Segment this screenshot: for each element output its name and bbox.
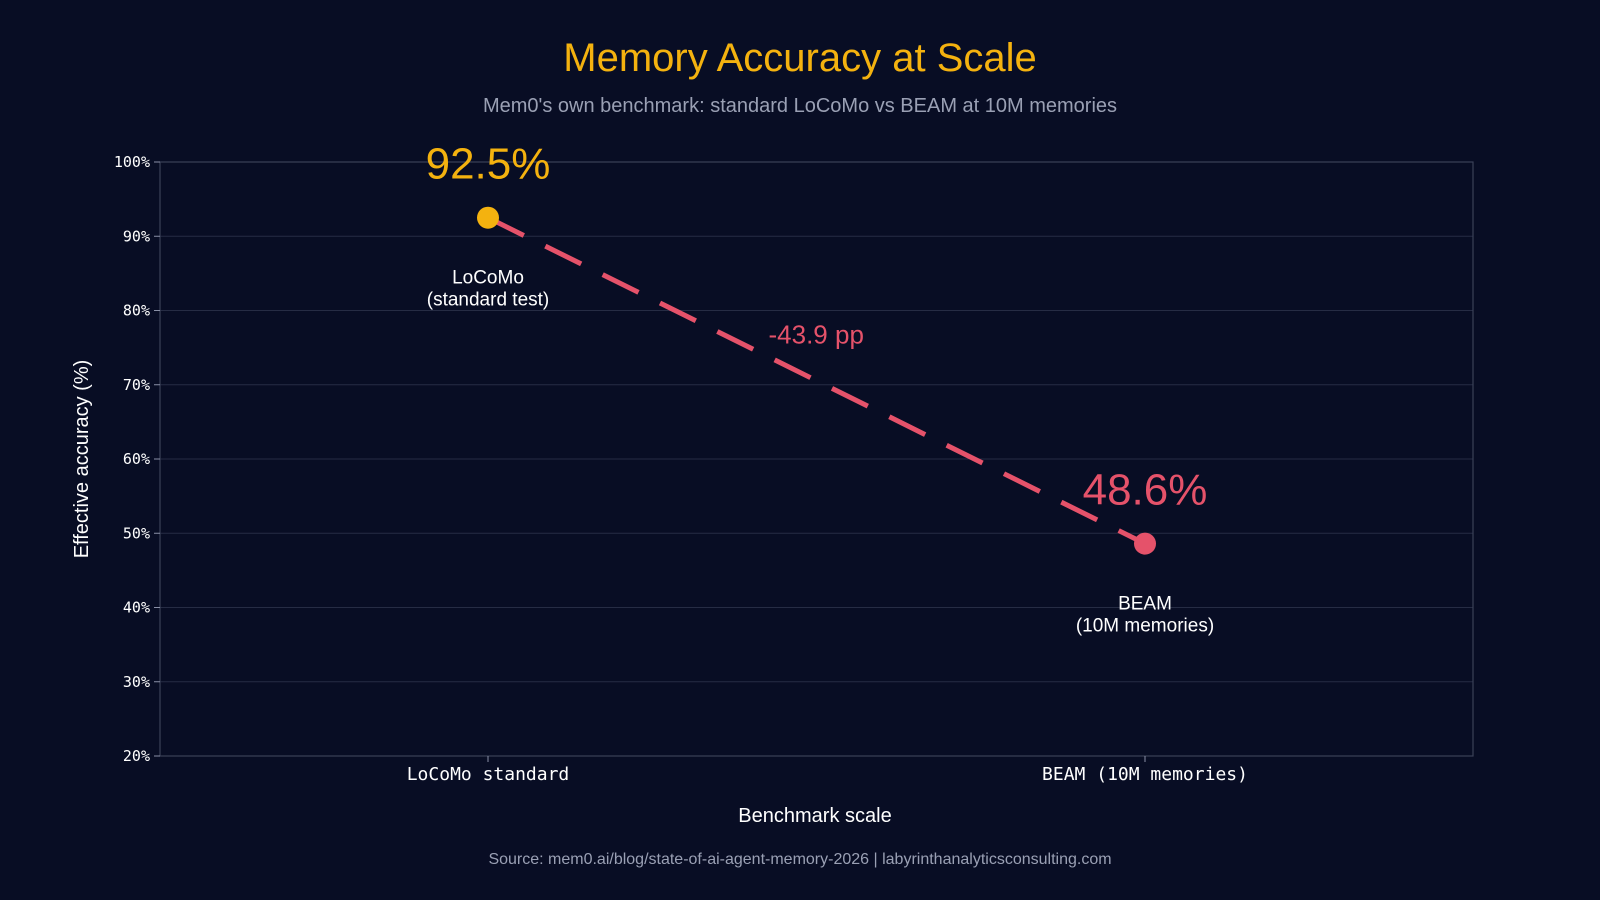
y-tick-label: 60%: [123, 450, 150, 468]
grid-lines: [160, 161, 1473, 757]
y-tick-label: 40%: [123, 599, 150, 617]
y-tick-label: 30%: [123, 673, 150, 691]
y-tick-label: 50%: [123, 524, 150, 542]
trend-line: [486, 215, 1147, 546]
source-note: Source: mem0.ai/blog/state-of-ai-agent-m…: [488, 851, 1111, 868]
data-point: [477, 206, 499, 229]
value-label: 48.6%: [1083, 466, 1208, 515]
x-tick-label: BEAM (10M memories): [1042, 764, 1248, 785]
delta-annotation: -43.9 pp: [769, 320, 864, 350]
y-tick-label: 100%: [114, 153, 150, 171]
x-axis-ticks: LoCoMo standard BEAM (10M memories): [407, 756, 1248, 785]
y-tick-label: 20%: [123, 747, 150, 765]
data-series: 92.5% LoCoMo(standard test) 48.6% BEAM(10M …: [426, 140, 1215, 637]
y-axis-label: Effective accuracy (%): [71, 360, 93, 559]
x-tick-label: LoCoMo standard: [407, 764, 570, 785]
point-label: BEAM: [1118, 594, 1172, 615]
point-sublabel: (10M memories): [1076, 616, 1214, 637]
chart-title: Memory Accuracy at Scale: [563, 36, 1037, 80]
y-tick-label: 90%: [123, 227, 150, 245]
point-sublabel: (standard test): [427, 290, 550, 311]
x-axis-label: Benchmark scale: [738, 805, 891, 827]
y-tick-label: 70%: [123, 376, 150, 394]
point-label: LoCoMo: [452, 268, 524, 289]
chart-subtitle: Mem0's own benchmark: standard LoCoMo vs…: [483, 95, 1117, 117]
y-axis-ticks: 20% 30% 40% 50% 60% 70% 80% 90% 100%: [114, 153, 160, 765]
y-tick-label: 80%: [123, 302, 150, 320]
value-label: 92.5%: [426, 140, 551, 189]
data-point: [1134, 532, 1156, 555]
